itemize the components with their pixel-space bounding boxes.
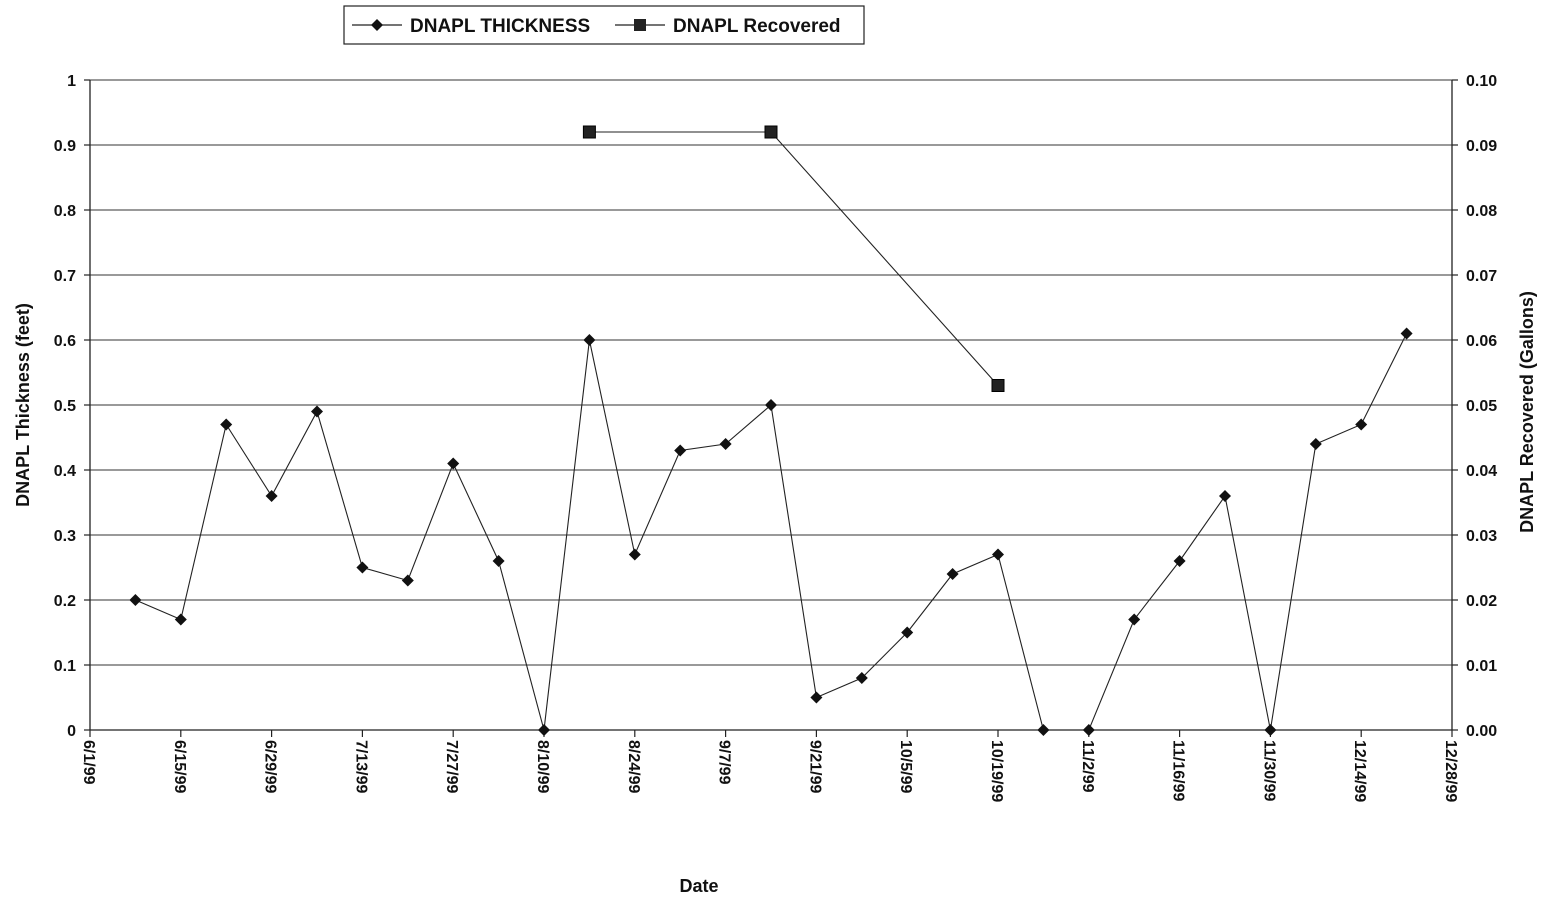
thickness-data-point [946,568,959,580]
thickness-data-point [583,334,596,346]
recovered-data-point [764,125,778,139]
y-right-tick-label: 0.03 [1466,528,1497,545]
thickness-data-point [992,548,1004,561]
y-left-tick-label: 0.1 [54,658,76,675]
x-tick-label: 11/30/99 [1260,740,1277,802]
x-tick-label: 7/13/99 [352,740,369,793]
series-line-thickness [135,333,1408,731]
x-tick-label: 6/1/99 [80,740,97,785]
thickness-data-point [538,724,550,736]
right-axis-ticks: 0.00 0.01 0.02 0.03 0.04 0.05 0.06 0.07 0.08 0.09… [1452,73,1497,740]
legend: DNAPL THICKNESS DNAPL Recovered [343,5,865,45]
y-right-tick-label: 0.04 [1466,463,1497,480]
x-tick-label: 10/19/99 [988,740,1005,802]
x-tick-label: 6/15/99 [171,740,188,793]
y-left-tick-label: 0.9 [54,138,76,155]
series-layer [129,125,1413,736]
thickness-data-point [855,672,868,684]
y-left-tick-label: 0.8 [54,203,76,220]
thickness-data-point [447,457,460,470]
x-tick-label: 8/10/99 [534,740,551,793]
thickness-data-point [810,691,823,704]
thickness-data-point [1400,327,1413,340]
y-left-tick-label: 0.5 [54,398,76,415]
y-right-tick-label: 0.08 [1466,203,1497,220]
legend-label-recovered: DNAPL Recovered [673,16,841,37]
y-right-axis-title: DNAPL Recovered (Gallons) [1517,291,1537,533]
x-tick-label: 10/5/99 [897,740,914,793]
y-right-tick-label: 0.01 [1466,658,1497,675]
x-tick-label: 7/27/99 [443,740,460,793]
thickness-data-point [492,555,505,567]
thickness-data-point [356,561,369,574]
thickness-data-point [901,626,914,639]
thickness-data-point [1173,555,1186,567]
x-tick-label: 6/29/99 [262,740,279,793]
legend-swatch-recovered-marker [634,19,646,31]
left-axis-ticks: 0 0.1 0.2 0.3 0.4 0.5 0.6 0.7 0.8 0.9 1 [54,73,90,740]
y-right-tick-label: 0.00 [1466,723,1497,740]
thickness-data-point [765,399,777,411]
thickness-data-point [1219,490,1231,502]
thickness-data-point [719,438,732,450]
y-left-tick-label: 0.2 [54,593,76,610]
x-tick-label: 11/16/99 [1170,740,1187,802]
thickness-data-point [1355,418,1368,431]
y-right-tick-label: 0.09 [1466,138,1497,155]
y-left-tick-label: 0.7 [54,268,76,285]
thickness-data-point [265,490,278,502]
thickness-data-point [401,574,414,587]
thickness-data-point [129,594,142,606]
thickness-data-point [674,444,687,457]
y-right-tick-label: 0.06 [1466,333,1497,350]
y-right-tick-label: 0.02 [1466,593,1497,610]
y-left-tick-label: 1 [67,73,76,90]
x-axis-title: Date [679,876,718,896]
y-right-tick-label: 0.10 [1466,73,1497,90]
x-tick-label: 9/21/99 [806,740,823,793]
thickness-data-point [1037,724,1050,736]
legend-swatch-thickness-marker [371,19,383,31]
legend-box [343,5,865,45]
series-line-recovered [589,131,999,386]
thickness-data-point [1082,724,1095,736]
y-left-tick-label: 0.3 [54,528,76,545]
y-left-axis-title: DNAPL Thickness (feet) [13,303,33,507]
y-left-tick-label: 0.4 [54,463,76,480]
x-tick-label: 12/14/99 [1351,740,1368,802]
thickness-data-point [1264,724,1277,736]
x-tick-label: 9/7/99 [716,740,733,785]
recovered-data-point [582,125,596,139]
thickness-data-point [311,405,323,418]
legend-label-thickness: DNAPL THICKNESS [410,16,590,37]
x-axis-ticks: 6/1/99 6/15/99 6/29/99 7/13/99 7/27/99 8/10/9… [80,730,1459,802]
x-tick-label: 12/28/99 [1442,740,1459,802]
y-right-tick-label: 0.05 [1466,398,1497,415]
y-right-tick-label: 0.07 [1466,268,1497,285]
recovered-data-point [991,379,1005,392]
thickness-data-point [1309,438,1322,450]
y-left-tick-label: 0 [67,723,76,740]
thickness-data-point [1128,613,1141,626]
thickness-data-point [628,548,641,561]
x-tick-label: 11/2/99 [1079,740,1096,793]
thickness-data-point [220,418,233,431]
x-tick-label: 8/24/99 [625,740,642,793]
thickness-data-point [174,613,187,626]
y-left-tick-label: 0.6 [54,333,76,350]
